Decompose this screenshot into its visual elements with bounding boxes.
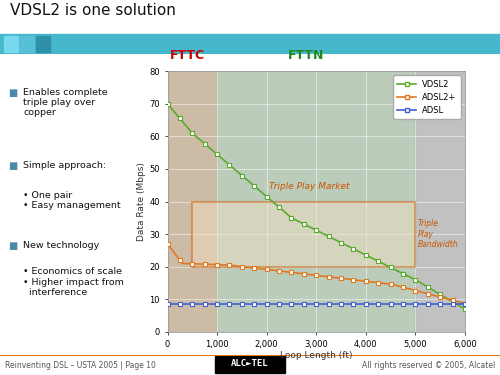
Text: Reinventing DSL – USTA 2005 | Page 10: Reinventing DSL – USTA 2005 | Page 10 [5, 362, 156, 370]
Text: • Economics of scale
• Higher impact from
  interference: • Economics of scale • Higher impact fro… [24, 267, 124, 297]
Bar [192, 202, 416, 267]
Bar [215, 356, 285, 373]
Text: ■: ■ [8, 161, 18, 171]
Text: VDSL2 is one solution: VDSL2 is one solution [10, 3, 176, 18]
Legend: VDSL2, ADSL2+, ADSL: VDSL2, ADSL2+, ADSL [393, 75, 461, 119]
Text: Simple approach:: Simple approach: [24, 161, 106, 170]
Text: All rights reserved © 2005, Alcatel: All rights reserved © 2005, Alcatel [362, 362, 495, 370]
Text: New technology: New technology [24, 241, 100, 250]
Y-axis label: Data Rate (Mbps): Data Rate (Mbps) [138, 162, 146, 241]
Text: • One pair
• Easy management: • One pair • Easy management [24, 190, 121, 210]
Text: ■: ■ [8, 88, 18, 98]
Bar [168, 71, 217, 332]
Text: FTTC: FTTC [170, 49, 205, 62]
Bar [0, 34, 500, 54]
Bar [20, 36, 34, 52]
Text: Enables complete
triple play over
copper: Enables complete triple play over copper [24, 88, 108, 117]
Text: Triple Play Market: Triple Play Market [269, 182, 349, 190]
Text: ■: ■ [8, 241, 18, 250]
Bar [36, 36, 50, 52]
Bar [0, 0, 500, 34]
Bar [217, 71, 416, 332]
Text: Triple
Play
Bandwidth: Triple Play Bandwidth [418, 219, 459, 249]
X-axis label: Loop Length (ft): Loop Length (ft) [280, 351, 352, 360]
Text: FTTN: FTTN [288, 49, 325, 62]
Bar [4, 36, 18, 52]
Bar [416, 71, 465, 332]
Text: ALC►TEL: ALC►TEL [231, 359, 269, 368]
